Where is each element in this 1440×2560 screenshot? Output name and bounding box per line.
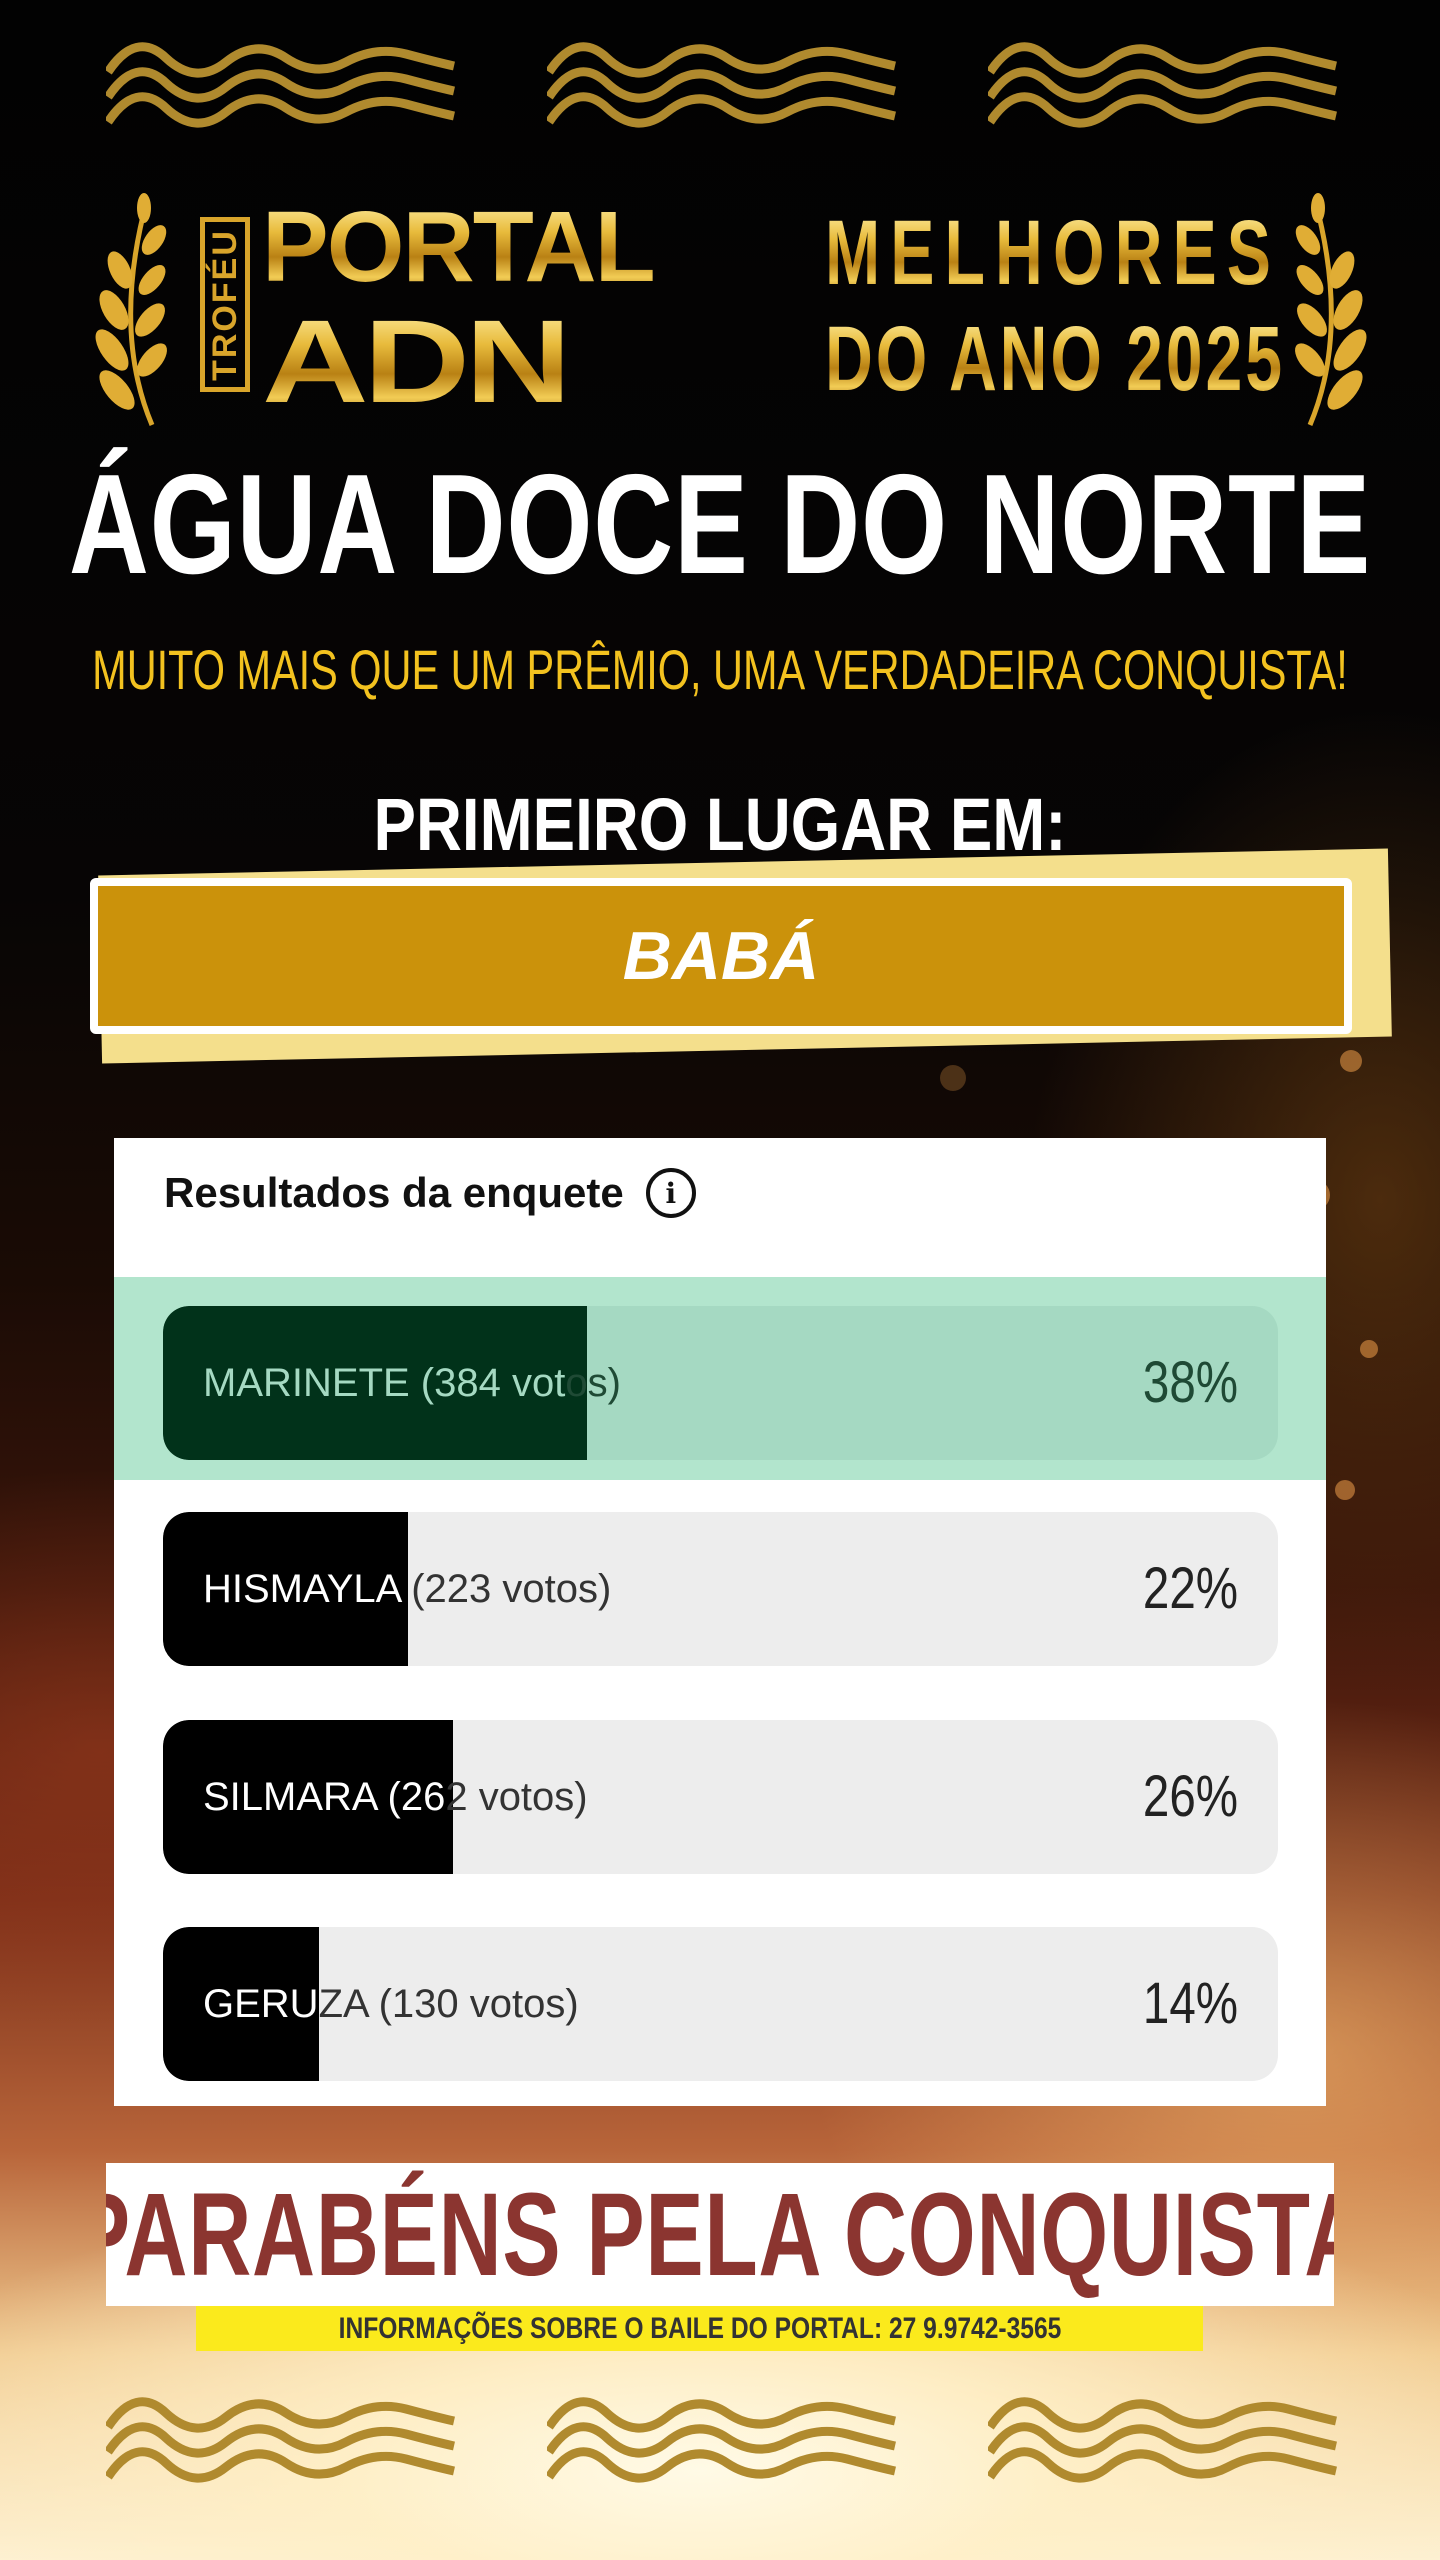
wave-icon (106, 40, 456, 140)
trophy-logo: TROFÉU PORTAL ADN MELHORES DO ANO 2025 (200, 191, 1282, 428)
bottom-wave-decoration (0, 2395, 1440, 2495)
logo-melhores: MELHORES (825, 202, 1282, 304)
poll-option-label-on-bar: GERU (203, 1982, 319, 2026)
poll-option-label: HISMAYLA (223 votos) (203, 1512, 611, 1666)
poll-option-label-on-bar: SILMARA (26 (203, 1775, 446, 1819)
poll-option-percent: 14% (1142, 1971, 1238, 2036)
category-banner: BABÁ (90, 878, 1352, 1034)
logo-portal: PORTAL (262, 191, 656, 303)
wave-icon (547, 40, 897, 140)
wave-icon (547, 2395, 897, 2495)
poll-option-label-rest: (223 votos) (400, 1567, 612, 1611)
bokeh-light (1335, 1480, 1355, 1500)
congrats-banner: PARABÉNS PELA CONQUISTA (106, 2163, 1334, 2306)
poll-option-label-on-bar: MARINETE (384 vot (203, 1361, 566, 1405)
poll-results-card: Resultados da enquete i MARINETE (384 vo… (114, 1138, 1326, 2106)
poll-option[interactable]: MARINETE (384 votos) 38% (163, 1306, 1278, 1460)
category-label: BABÁ (622, 918, 820, 994)
logo-do-ano: DO ANO 2025 (825, 308, 1285, 410)
top-wave-decoration (0, 40, 1440, 140)
poll-option-label-rest: ZA (130 votos) (318, 1982, 579, 2026)
laurel-left-icon (92, 190, 182, 430)
poll-option-bar (163, 1512, 409, 1666)
poll-option-percent: 38% (1142, 1350, 1238, 1415)
congrats-text: PARABÉNS PELA CONQUISTA (106, 2168, 1334, 2301)
contact-info-strip: INFORMAÇÕES SOBRE O BAILE DO PORTAL: 27 … (196, 2306, 1203, 2351)
wave-icon (106, 2395, 456, 2495)
poll-option-label: SILMARA (262 votos) (203, 1720, 588, 1874)
placement-heading: PRIMEIRO LUGAR EM: (373, 783, 1067, 866)
poll-option-label-on-bar: HISMAYLA (203, 1567, 401, 1611)
poll-option-bar (163, 1927, 320, 2081)
poll-option-label: MARINETE (384 votos) (203, 1306, 621, 1460)
poll-option[interactable]: HISMAYLA (223 votos) 22% (163, 1512, 1278, 1666)
subtitle: MUITO MAIS QUE UM PRÊMIO, UMA VERDADEIRA… (92, 638, 1348, 701)
wave-icon (988, 2395, 1338, 2495)
contact-info-text: INFORMAÇÕES SOBRE O BAILE DO PORTAL: 27 … (338, 2311, 1061, 2345)
logo-adn: ADN (262, 296, 572, 428)
laurel-right-icon (1280, 190, 1370, 430)
city-title: ÁGUA DOCE DO NORTE (68, 445, 1372, 604)
logo-trofeu-text: TROFÉU (206, 228, 244, 381)
poll-option-label-rest: os) (565, 1361, 621, 1405)
poll-option-percent: 22% (1142, 1556, 1238, 1621)
poll-option[interactable]: SILMARA (262 votos) 26% (163, 1720, 1278, 1874)
bokeh-light (1340, 1050, 1362, 1072)
poll-header: Resultados da enquete i (164, 1158, 696, 1228)
poll-option-percent: 26% (1142, 1764, 1238, 1829)
poll-option-label: GERUZA (130 votos) (203, 1927, 579, 2081)
poll-option[interactable]: GERUZA (130 votos) 14% (163, 1927, 1278, 2081)
logo-trofeu: TROFÉU (200, 217, 250, 392)
poll-option-bar (163, 1306, 587, 1460)
poll-option-bar (163, 1720, 453, 1874)
bokeh-light (940, 1065, 966, 1091)
bokeh-light (1360, 1340, 1378, 1358)
poll-option-label-rest: 2 votos) (445, 1775, 588, 1819)
wave-icon (988, 40, 1338, 140)
info-icon[interactable]: i (645, 1168, 696, 1218)
poll-title: Resultados da enquete (164, 1169, 624, 1216)
